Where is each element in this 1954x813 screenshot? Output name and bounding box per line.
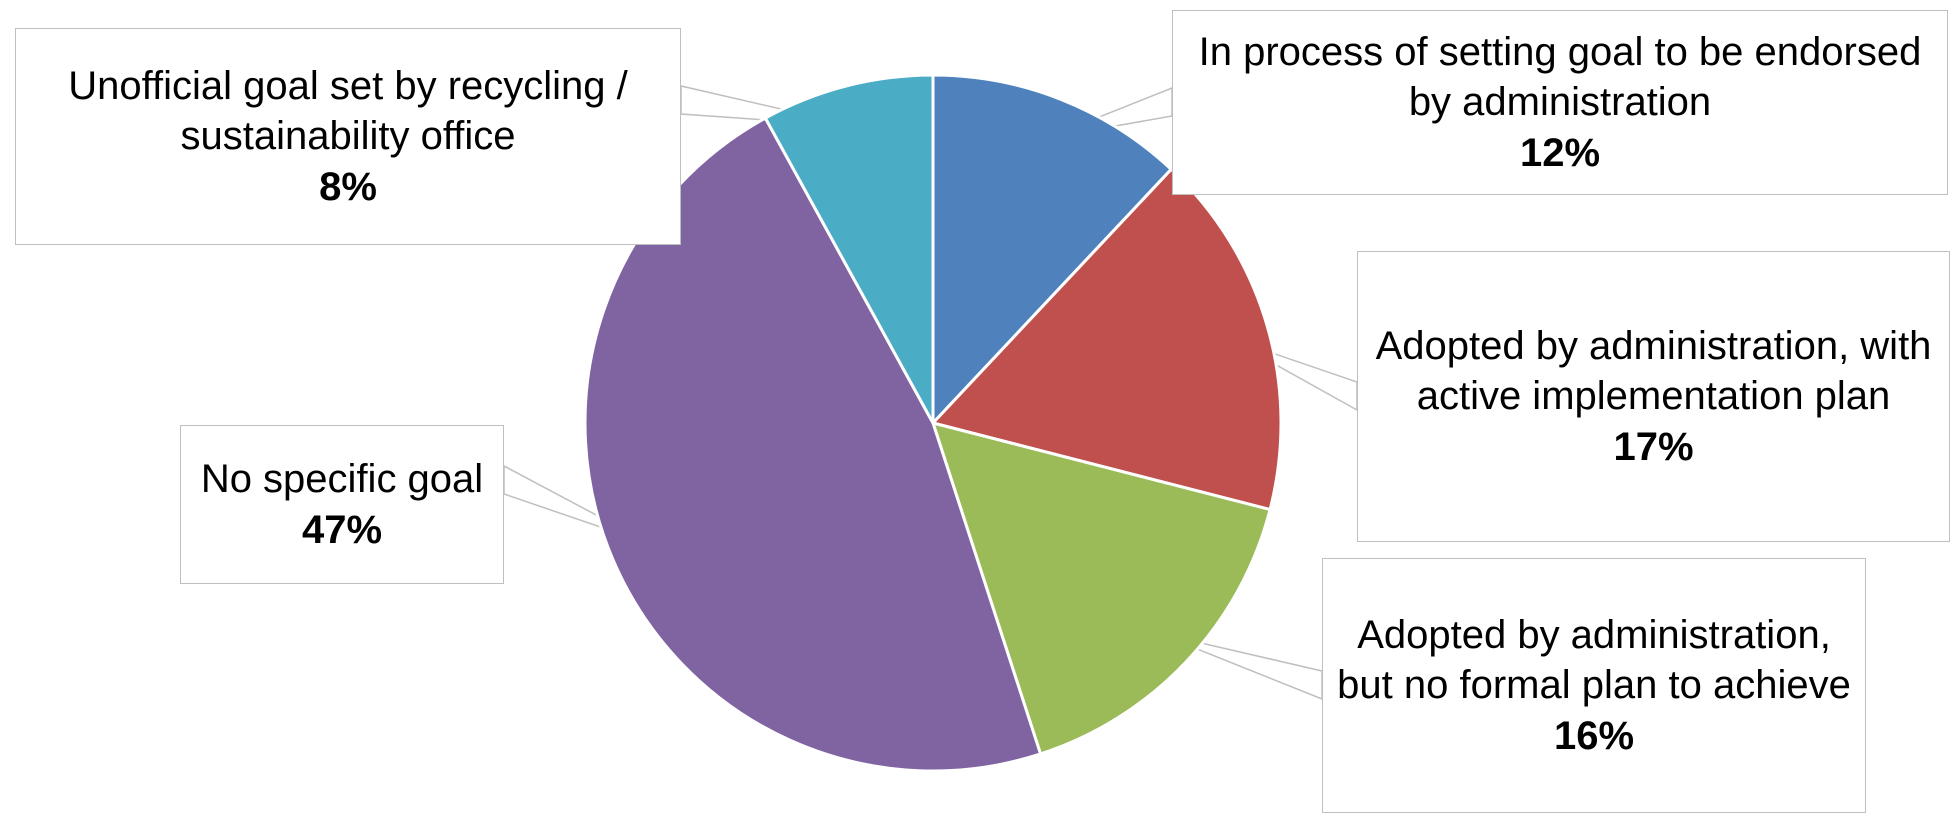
leader-line-no-specific-goal: [503, 464, 653, 546]
data-label-no-specific-goal: No specific goal 47%: [180, 425, 504, 584]
pie-slice-unofficial-goal: [763, 73, 935, 425]
data-label-category: Adopted by administration, but no formal…: [1337, 612, 1851, 708]
data-label-percent: 8%: [319, 164, 377, 209]
data-label-percent: 16%: [1553, 713, 1635, 758]
data-label-unofficial-goal: Unofficial goal set by recycling / susta…: [15, 28, 681, 245]
data-label-category: Unofficial goal set by recycling / susta…: [68, 63, 628, 159]
pie-slices: [583, 73, 1283, 773]
data-label-category: No specific goal: [200, 457, 484, 502]
data-label-category: Adopted by administration, with active i…: [1375, 323, 1932, 419]
pie-slice-in-process: [931, 73, 1173, 425]
data-label-active-plan: Adopted by administration, with active i…: [1357, 251, 1950, 542]
data-label-no-formal-plan: Adopted by administration, but no formal…: [1322, 558, 1866, 813]
data-label-category: In process of setting goal to be endorse…: [1198, 29, 1922, 125]
pie-slice-active-plan: [931, 167, 1283, 512]
data-label-in-process: In process of setting goal to be endorse…: [1172, 10, 1948, 195]
data-label-percent: 12%: [1519, 130, 1601, 175]
data-label-percent: 17%: [1613, 424, 1694, 469]
data-label-percent: 47%: [301, 507, 383, 552]
pie-slice-no-formal-plan: [931, 421, 1272, 756]
